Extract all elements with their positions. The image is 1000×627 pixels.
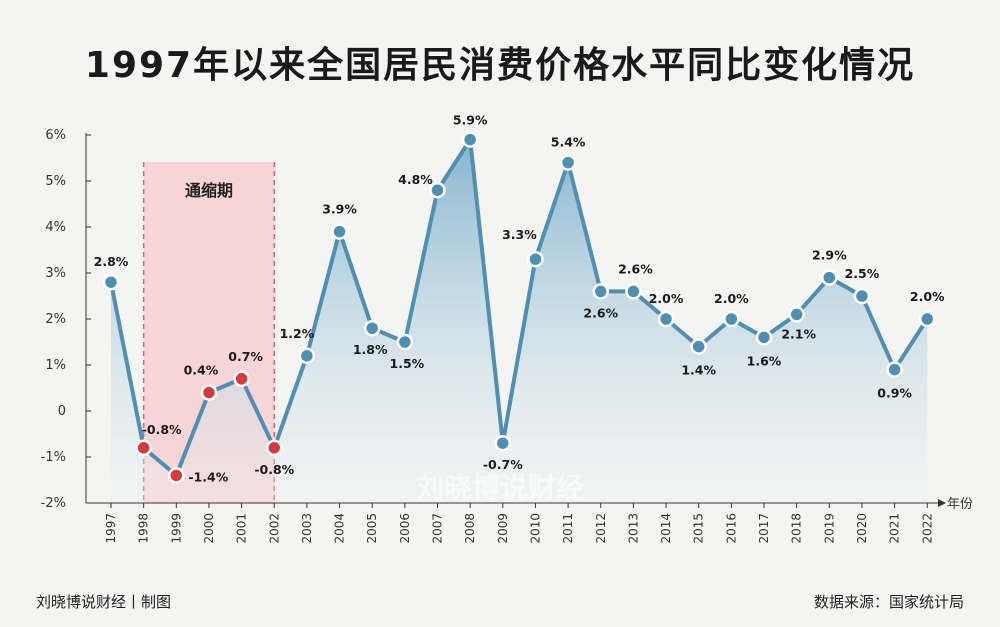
data-label: 2.8% <box>94 254 129 269</box>
data-point <box>821 269 838 286</box>
cpi-area-fill <box>111 139 928 503</box>
x-tick-label: 2021 <box>888 513 902 544</box>
data-label: 2.0% <box>714 291 749 306</box>
data-label: 2.6% <box>583 305 618 320</box>
x-tick-label: 2016 <box>724 513 738 544</box>
data-label: 2.0% <box>910 289 945 304</box>
x-tick-label: 2001 <box>235 513 249 544</box>
data-label: 1.6% <box>747 353 782 368</box>
data-label: -0.8% <box>254 462 294 477</box>
watermark: 刘晓博说财经 <box>416 471 584 504</box>
x-tick-label: 2012 <box>594 513 608 544</box>
data-label: 3.9% <box>322 202 357 217</box>
data-point <box>396 333 414 351</box>
x-tick-label: 1999 <box>169 513 183 544</box>
data-label: -1.4% <box>188 469 228 484</box>
data-point <box>429 181 446 199</box>
x-tick-label: 2010 <box>528 513 542 544</box>
data-point <box>559 154 577 171</box>
x-tick-label: 2017 <box>757 513 771 544</box>
data-point <box>233 370 250 388</box>
x-tick-label: 1998 <box>137 513 151 544</box>
data-point <box>919 310 936 328</box>
data-point <box>690 338 707 355</box>
data-label: 1.4% <box>681 363 716 378</box>
data-point <box>266 439 283 457</box>
data-label: 0.9% <box>877 386 912 401</box>
x-tick-label: 2011 <box>561 513 575 544</box>
x-tick-label: 2022 <box>920 513 934 544</box>
chart-title: 1997年以来全国居民消费价格水平同比变化情况 <box>84 45 916 86</box>
data-point <box>461 131 479 148</box>
y-tick-label: 0 <box>58 404 66 419</box>
footer-source: 数据来源：国家统计局 <box>813 593 964 611</box>
data-point <box>788 306 805 323</box>
x-axis-label: 年份 <box>947 497 973 512</box>
y-tick-label: 1% <box>45 358 66 373</box>
data-point <box>625 283 642 300</box>
data-point <box>853 287 871 305</box>
y-tick-label: -2% <box>41 496 66 511</box>
data-point <box>755 329 773 346</box>
data-point <box>102 273 120 291</box>
y-tick-label: 3% <box>45 266 66 281</box>
x-tick-label: 2020 <box>855 513 869 544</box>
data-label: 1.8% <box>353 342 388 357</box>
footer-credit: 刘晓博说财经丨制图 <box>36 593 172 611</box>
data-label: 2.9% <box>812 248 847 263</box>
x-tick-label: 1997 <box>104 513 118 544</box>
data-label: 0.4% <box>184 363 219 378</box>
data-label: -0.7% <box>483 457 523 472</box>
data-label: 1.5% <box>390 356 425 371</box>
x-tick-label: 2008 <box>463 513 477 544</box>
deflation-band-label: 通缩期 <box>185 181 233 200</box>
data-label: 5.9% <box>453 113 488 128</box>
data-label: -0.8% <box>142 422 182 437</box>
data-label: 2.1% <box>781 326 816 341</box>
y-tick-label: 5% <box>45 174 66 189</box>
data-point <box>657 310 675 328</box>
data-label: 2.0% <box>649 291 684 306</box>
y-tick-label: 6% <box>45 128 66 143</box>
data-point <box>168 467 185 484</box>
x-tick-label: 2019 <box>822 513 836 544</box>
data-label: 5.4% <box>551 135 586 150</box>
data-point <box>886 361 903 378</box>
data-label: 0.7% <box>228 349 263 364</box>
data-label: 4.8% <box>398 172 433 187</box>
data-label: 3.3% <box>502 227 537 242</box>
y-tick-label: 2% <box>45 312 66 327</box>
data-point <box>723 310 740 328</box>
y-tick-label: -1% <box>41 450 66 465</box>
x-tick-label: 2005 <box>365 513 379 544</box>
data-point <box>527 250 544 268</box>
data-point <box>592 283 609 300</box>
x-tick-label: 2014 <box>659 513 673 544</box>
x-axis-arrow <box>938 499 946 507</box>
x-tick-label: 2002 <box>267 513 281 544</box>
data-label: 2.5% <box>845 266 880 281</box>
x-tick-label: 2004 <box>333 513 347 544</box>
x-tick-label: 2013 <box>626 513 640 544</box>
x-tick-label: 2000 <box>202 513 216 544</box>
x-tick-label: 2006 <box>398 513 412 544</box>
data-label: 2.6% <box>618 261 653 276</box>
x-tick-label: 2018 <box>790 513 804 544</box>
data-point <box>363 319 381 337</box>
x-tick-label: 2007 <box>431 513 445 544</box>
x-tick-label: 2009 <box>496 513 510 544</box>
data-point <box>331 223 348 240</box>
data-point <box>494 434 512 452</box>
data-point <box>200 384 218 401</box>
y-tick-label: 4% <box>45 220 66 235</box>
x-tick-label: 2015 <box>692 513 706 544</box>
data-label: 1.2% <box>280 326 315 341</box>
data-point <box>298 347 316 365</box>
x-tick-label: 2003 <box>300 513 314 544</box>
data-point <box>135 439 152 457</box>
